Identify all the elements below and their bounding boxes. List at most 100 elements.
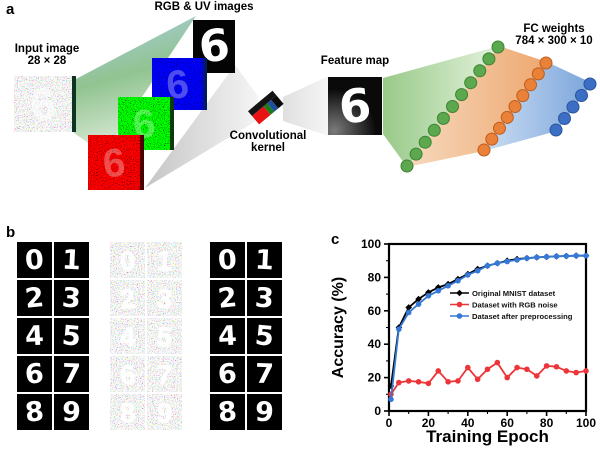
y-tick-label: 80 — [368, 270, 382, 284]
fc-node-blue — [549, 123, 563, 137]
digit-glyph: 4 — [119, 322, 136, 353]
digit-glyph: 7 — [156, 360, 172, 391]
input-projection-beam — [74, 16, 196, 154]
y-tick-label: 20 — [368, 371, 382, 385]
plot-frame — [387, 242, 588, 413]
digit-glyph: 2 — [119, 283, 137, 314]
digit-grid-rgb-noise: 0 1 2 3 4 — [110, 242, 182, 430]
digit-tile-noisy: 9 — [147, 394, 182, 430]
fc-node-orange — [493, 121, 506, 135]
digit-glyph: 8 — [216, 395, 239, 429]
digit-tile: 0 — [17, 242, 52, 278]
panel-a-letter: a — [6, 1, 15, 18]
digit-tile: 2 — [17, 280, 52, 316]
noise-image: 8 — [110, 394, 145, 430]
digit-tile-noisy: 8 — [110, 394, 145, 430]
data-point — [524, 366, 530, 373]
noise-image: 7 — [147, 356, 182, 392]
digit-glyph: 5 — [253, 319, 276, 353]
stack-to-kernel-beam — [145, 65, 258, 188]
data-point — [425, 380, 432, 387]
conv-kernel-label: Convolutional kernel — [229, 130, 307, 155]
data-point — [533, 254, 540, 261]
digit-tile: 1 — [54, 242, 89, 278]
data-point — [425, 292, 432, 299]
digit-glyph: 0 — [217, 243, 238, 277]
fc-node-blue — [575, 89, 588, 102]
conv-kernel-3d — [248, 90, 284, 125]
fc-node-orange — [524, 78, 537, 92]
y-tick-label: 0 — [374, 404, 381, 418]
data-point — [455, 277, 461, 284]
legend-label: Dataset after preprocessing — [472, 312, 573, 321]
digit-glyph: 8 — [23, 395, 46, 429]
digit-glyph: 1 — [61, 244, 82, 276]
digit-glyph: 2 — [23, 281, 46, 315]
accuracy-chart: 0 20 40 60 80 100 0 20 40 60 80 100 Training Epoch Ac… — [330, 237, 596, 446]
digit-tile: 3 — [247, 280, 282, 316]
digit-tile: 0 — [210, 242, 245, 278]
data-point — [484, 262, 491, 269]
data-point — [456, 313, 463, 319]
legend-label: Original MNIST dataset — [472, 289, 556, 298]
digit-glyph: 6 — [119, 359, 137, 390]
digit-glyph: 6 — [101, 140, 128, 186]
series-line-2 — [390, 254, 586, 400]
rgb-uv-label: RGB & UV images — [154, 1, 254, 13]
fc-node-green — [427, 123, 441, 137]
fc-node-green — [482, 52, 496, 66]
digit-glyph: 1 — [156, 246, 173, 277]
fc-node-blue — [558, 112, 571, 125]
fc-node-orange — [500, 110, 514, 124]
digit-glyph: 8 — [119, 397, 137, 428]
fc-band-blue — [484, 62, 592, 151]
data-point — [465, 272, 471, 278]
noise-image: 0 — [110, 242, 145, 278]
fc-node-green — [400, 159, 414, 173]
noise-image: 4 — [110, 318, 145, 354]
fc-node-green — [473, 64, 487, 78]
digit-glyph: 5 — [156, 321, 174, 352]
fc-node-green — [464, 76, 478, 90]
digit-glyph: 5 — [60, 319, 83, 353]
data-point — [504, 258, 510, 265]
x-tick-label: 100 — [576, 416, 596, 430]
red-channel-image: 6 — [88, 135, 144, 190]
fc-node-green — [455, 88, 469, 102]
x-tick-label: 40 — [461, 416, 475, 430]
noise-image: 6 — [14, 76, 72, 132]
y-tick-label: 100 — [361, 237, 381, 251]
panel-b-letter: b — [6, 224, 16, 241]
fc-node-orange — [531, 67, 545, 81]
noise-image: 9 — [147, 394, 182, 430]
panel-a-diagram — [74, 16, 597, 188]
data-point — [573, 369, 579, 376]
data-point — [494, 359, 501, 366]
fc-node-blue — [583, 77, 597, 91]
data-point — [563, 368, 570, 374]
digit-glyph: 7 — [61, 358, 82, 390]
noise-image: 5 — [147, 318, 182, 354]
noise-image: 6 — [110, 356, 145, 392]
data-point — [583, 252, 589, 259]
digit-glyph: 9 — [254, 396, 275, 428]
data-point — [543, 363, 550, 369]
digit-glyph: 6 — [216, 357, 239, 391]
digit-tile-noisy: 5 — [147, 318, 182, 354]
feature-map-label: Feature map — [320, 55, 390, 67]
fc-node-blue — [566, 100, 580, 114]
data-point — [465, 364, 471, 371]
data-point — [456, 301, 463, 308]
digit-tile: 5 — [247, 318, 282, 354]
x-tick-label: 80 — [540, 416, 554, 430]
digit-glyph: 1 — [254, 244, 275, 276]
data-point — [405, 309, 412, 316]
digit-tile: 4 — [210, 318, 245, 354]
digit-tile-noisy: 0 — [110, 242, 145, 278]
noise-image: 6 — [88, 135, 140, 190]
fc-node-orange — [516, 89, 530, 103]
data-point — [405, 378, 412, 384]
digit-tile: 4 — [17, 318, 52, 354]
digit-tile: 7 — [54, 356, 89, 392]
digit-tile: 7 — [247, 356, 282, 392]
